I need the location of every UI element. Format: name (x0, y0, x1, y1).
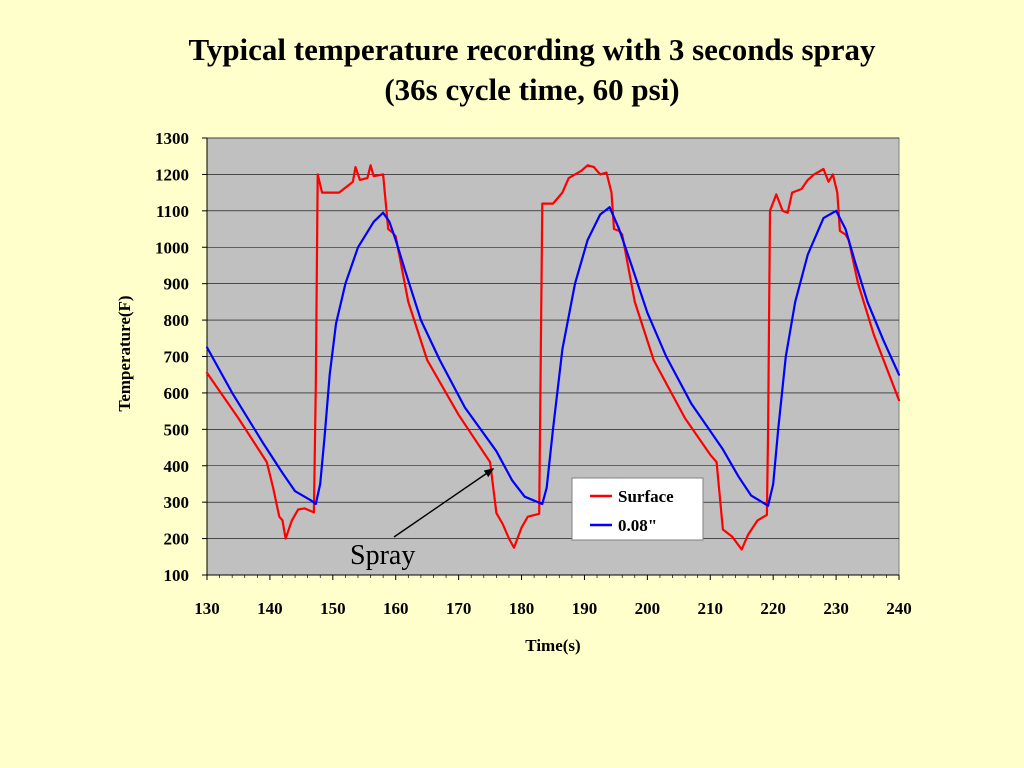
x-tick-label: 150 (320, 599, 346, 618)
x-tick-label: 240 (886, 599, 912, 618)
series-layer (205, 164, 901, 551)
slide-title-line2: (36s cycle time, 60 psi) (384, 72, 680, 107)
series-line-1 (205, 206, 901, 507)
slide-title-line1: Typical temperature recording with 3 sec… (188, 32, 876, 67)
series-line-0 (205, 164, 901, 551)
legend-label-0: Surface (618, 487, 674, 506)
y-tick-label: 1000 (155, 238, 189, 257)
x-tick-label: 220 (760, 599, 786, 618)
x-tick-label: 200 (635, 599, 661, 618)
y-tick-label: 500 (164, 420, 190, 439)
legend-box (571, 477, 704, 541)
y-tick-label: 200 (164, 530, 190, 549)
y-tick-label: 700 (164, 348, 190, 367)
y-tick-label: 600 (164, 384, 190, 403)
y-axis-title: Temperature(F) (115, 295, 134, 411)
x-axis-title: Time(s) (525, 636, 580, 655)
y-tick-label: 300 (164, 493, 190, 512)
y-tick-label: 900 (164, 275, 190, 294)
x-tick-label: 190 (572, 599, 598, 618)
x-tick-label: 170 (446, 599, 472, 618)
legend: Surface 0.08" (571, 477, 704, 541)
x-tick-label: 130 (194, 599, 220, 618)
y-tick-label: 1100 (156, 202, 189, 221)
annotation-label: Spray (350, 540, 415, 571)
y-tick-label: 800 (164, 311, 190, 330)
annotation-arrow (393, 468, 495, 538)
axes: 100 200 300 400 500 600 700 800 900 1000 1100 1200 1… (115, 129, 912, 655)
legend-label-1: 0.08" (618, 516, 657, 535)
x-tick-label: 210 (698, 599, 724, 618)
slide-title: Typical temperature recording with 3 sec… (0, 30, 1024, 110)
y-tick-label: 1300 (155, 129, 189, 148)
annotation-layer: Spray (350, 468, 495, 571)
x-tick-label: 160 (383, 599, 409, 618)
x-tick-label: 140 (257, 599, 283, 618)
x-tick-label: 180 (509, 599, 535, 618)
y-tick-label: 100 (164, 566, 190, 585)
y-tick-label: 400 (164, 457, 190, 476)
y-tick-label: 1200 (155, 165, 189, 184)
x-tick-label: 230 (823, 599, 849, 618)
